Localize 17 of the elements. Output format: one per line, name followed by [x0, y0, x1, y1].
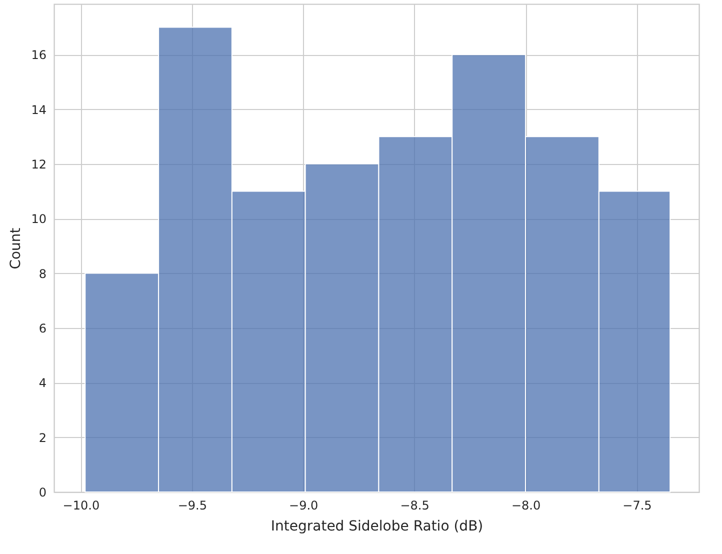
x-tick-label: −8.0	[511, 498, 541, 512]
x-tick-label: −9.0	[289, 498, 318, 512]
x-tick-label: −8.5	[400, 498, 430, 512]
y-tick-label: 14	[31, 102, 46, 117]
x-tick-label: −7.5	[622, 498, 652, 512]
y-tick-label: 10	[31, 212, 46, 226]
x-axis-title: Integrated Sidelobe Ratio (dB)	[270, 518, 484, 534]
y-tick-label: 0	[38, 486, 46, 500]
y-tick-label: 6	[38, 321, 46, 336]
y-axis-title: Count	[8, 227, 24, 270]
x-tick-label: −10.0	[62, 498, 100, 512]
y-tick-label: 8	[38, 266, 46, 281]
y-tick-label: 16	[31, 48, 46, 62]
y-tick-label: 12	[31, 157, 46, 172]
y-tick-label: 2	[38, 430, 46, 445]
y-tick-label: 4	[38, 376, 46, 390]
x-tick-label: −9.5	[178, 498, 207, 512]
